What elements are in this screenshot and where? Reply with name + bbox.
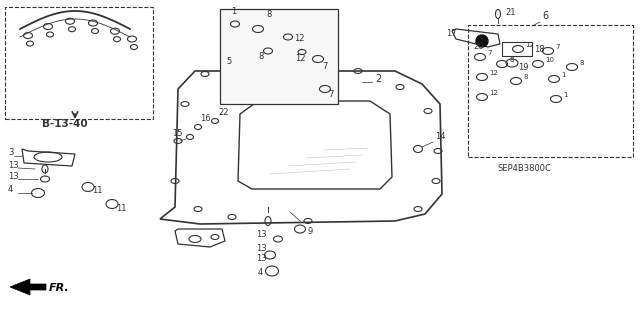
Bar bbox=[502, 42, 532, 56]
Text: 8: 8 bbox=[509, 57, 513, 63]
Text: 15: 15 bbox=[172, 129, 182, 138]
Text: 13: 13 bbox=[256, 244, 267, 253]
Text: 7: 7 bbox=[555, 44, 559, 50]
Text: 4: 4 bbox=[8, 185, 13, 194]
Text: 12: 12 bbox=[295, 54, 305, 63]
Text: 12: 12 bbox=[525, 42, 534, 48]
Text: 18: 18 bbox=[534, 45, 545, 54]
Text: 17: 17 bbox=[446, 29, 456, 38]
Text: FR.: FR. bbox=[49, 283, 70, 293]
Text: 22: 22 bbox=[218, 108, 228, 117]
Text: 8: 8 bbox=[258, 52, 264, 61]
Text: 13: 13 bbox=[256, 254, 267, 263]
Text: 13: 13 bbox=[8, 172, 19, 181]
Text: B-13-40: B-13-40 bbox=[42, 119, 88, 129]
Text: 11: 11 bbox=[116, 204, 127, 213]
Polygon shape bbox=[10, 279, 46, 295]
Text: 6: 6 bbox=[542, 11, 548, 21]
Text: 5: 5 bbox=[226, 57, 231, 66]
Text: 7: 7 bbox=[322, 62, 328, 71]
Text: SEP4B3800C: SEP4B3800C bbox=[498, 164, 552, 173]
Text: 7: 7 bbox=[328, 90, 333, 99]
Text: 1: 1 bbox=[561, 72, 566, 78]
Bar bbox=[220, 9, 338, 104]
Bar bbox=[468, 25, 633, 157]
Text: 8: 8 bbox=[523, 74, 527, 80]
Text: 9: 9 bbox=[307, 227, 312, 236]
Text: 1: 1 bbox=[563, 92, 568, 98]
Text: 13: 13 bbox=[256, 230, 267, 239]
Text: 1: 1 bbox=[231, 7, 236, 16]
Text: 21: 21 bbox=[505, 8, 515, 17]
Circle shape bbox=[476, 35, 488, 47]
Text: 20: 20 bbox=[473, 42, 483, 51]
Text: 3: 3 bbox=[8, 148, 13, 157]
Text: 14: 14 bbox=[435, 132, 445, 141]
Text: 4: 4 bbox=[258, 268, 263, 277]
Text: 16: 16 bbox=[200, 114, 211, 123]
Text: 7: 7 bbox=[487, 50, 492, 56]
Text: 13: 13 bbox=[8, 161, 19, 170]
Text: 12: 12 bbox=[489, 70, 498, 76]
Bar bbox=[5, 7, 153, 119]
Text: 11: 11 bbox=[92, 186, 102, 195]
Text: 2: 2 bbox=[375, 74, 381, 84]
Text: 12: 12 bbox=[489, 90, 498, 96]
Text: 8: 8 bbox=[266, 10, 271, 19]
Text: 10: 10 bbox=[545, 57, 554, 63]
Text: 19: 19 bbox=[518, 63, 529, 72]
Text: 8: 8 bbox=[579, 60, 584, 66]
Text: 12: 12 bbox=[294, 34, 305, 43]
